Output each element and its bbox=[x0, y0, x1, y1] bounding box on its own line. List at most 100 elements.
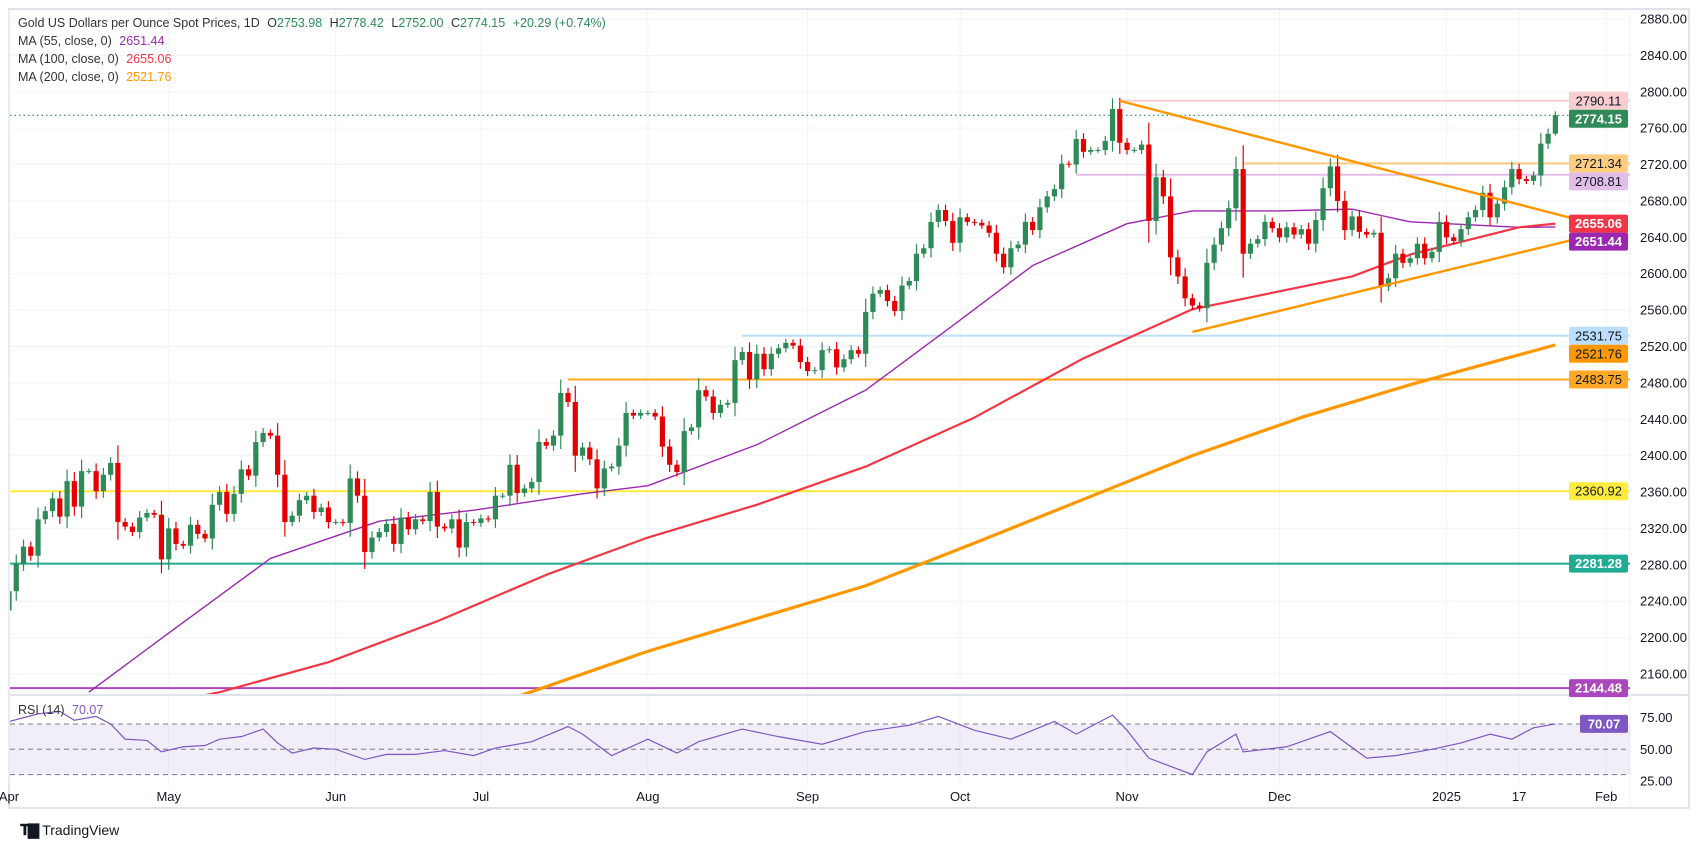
rsi-legend[interactable]: RSI (14) 70.07 bbox=[18, 703, 107, 717]
candle-body bbox=[732, 360, 738, 403]
candle bbox=[1262, 214, 1268, 247]
candle bbox=[587, 441, 593, 465]
candle-body bbox=[964, 217, 970, 222]
candle-body bbox=[1487, 192, 1493, 218]
price-badge-2651.44[interactable]: 2651.44 bbox=[1569, 232, 1628, 251]
candle-body bbox=[1066, 163, 1072, 165]
candle-body bbox=[1538, 143, 1544, 176]
candle bbox=[275, 423, 281, 488]
ma200-legend[interactable]: MA (200, close, 0) 2521.76 bbox=[18, 70, 175, 84]
price-badge-2721.34[interactable]: 2721.34 bbox=[1569, 154, 1628, 173]
tradingview-logo-text: TradingView bbox=[42, 822, 120, 838]
candle bbox=[819, 342, 825, 378]
candle bbox=[1509, 161, 1515, 195]
candle-body bbox=[354, 478, 361, 496]
candle bbox=[35, 507, 41, 568]
rsi-badge[interactable]: 70.07 bbox=[1580, 714, 1628, 733]
price-badge-bg bbox=[1569, 344, 1628, 363]
candle-body bbox=[1364, 231, 1370, 235]
candle-body bbox=[340, 522, 346, 524]
candle-body bbox=[1037, 207, 1043, 231]
candle-body bbox=[42, 511, 48, 520]
candle-body bbox=[942, 210, 949, 221]
candle-body bbox=[1175, 257, 1181, 277]
candle-body bbox=[1015, 244, 1021, 249]
price-badge-2521.76[interactable]: 2521.76 bbox=[1569, 344, 1628, 363]
candle-body bbox=[1342, 200, 1348, 231]
candle-body bbox=[376, 532, 382, 538]
price-badge-2774.15[interactable]: 2774.15 bbox=[1569, 109, 1628, 128]
candle-body bbox=[1545, 133, 1551, 144]
ma200-line bbox=[520, 343, 1556, 694]
candle-body bbox=[1008, 248, 1014, 268]
candle-body bbox=[834, 349, 840, 368]
high-value: 2778.42 bbox=[338, 16, 384, 30]
candle bbox=[289, 511, 295, 527]
candle-body bbox=[783, 342, 789, 349]
y-tick-label: 2640.00 bbox=[1640, 230, 1687, 245]
candle bbox=[71, 472, 77, 516]
candle-body bbox=[369, 537, 375, 553]
candle-body bbox=[79, 471, 85, 507]
candle bbox=[1494, 197, 1500, 224]
candle-body bbox=[608, 466, 615, 469]
price-badge-2655.06[interactable]: 2655.06 bbox=[1569, 214, 1628, 233]
ma55-legend[interactable]: MA (55, close, 0) 2651.44 bbox=[18, 34, 168, 48]
price-badge-2790.11[interactable]: 2790.11 bbox=[1569, 91, 1628, 110]
ma100-legend[interactable]: MA (100, close, 0) 2655.06 bbox=[18, 52, 175, 66]
candle bbox=[1422, 237, 1428, 265]
candle-body bbox=[1443, 221, 1450, 238]
candle bbox=[1175, 249, 1181, 284]
ma55-line bbox=[88, 208, 1556, 693]
candle bbox=[1189, 293, 1195, 311]
candle-body bbox=[1102, 140, 1108, 150]
tradingview-logo[interactable]: 𝐓▇ TradingView bbox=[20, 821, 119, 839]
candle bbox=[1160, 169, 1166, 204]
price-badge-2708.81[interactable]: 2708.81 bbox=[1569, 172, 1628, 191]
open-value: 2753.98 bbox=[277, 16, 323, 30]
candle bbox=[1393, 244, 1399, 288]
price-badge-2144.48[interactable]: 2144.48 bbox=[1569, 679, 1628, 698]
candle bbox=[529, 477, 535, 493]
candle bbox=[1030, 217, 1036, 235]
candle-body bbox=[64, 481, 70, 517]
candle bbox=[521, 484, 528, 497]
candle-body bbox=[1168, 196, 1174, 258]
rsi-value: 70.07 bbox=[72, 703, 104, 717]
price-badge-text: 2281.28 bbox=[1575, 556, 1622, 571]
candle-body bbox=[1160, 177, 1166, 197]
price-badge-bg bbox=[1569, 109, 1628, 128]
candle bbox=[1037, 198, 1043, 239]
price-badge-2281.28[interactable]: 2281.28 bbox=[1569, 554, 1628, 573]
candle bbox=[659, 406, 665, 457]
price-badge-2531.75[interactable]: 2531.75 bbox=[1569, 326, 1628, 345]
candle-body bbox=[1480, 192, 1486, 211]
ma55-value: 2651.44 bbox=[119, 34, 165, 48]
candle-body bbox=[579, 447, 586, 456]
candle bbox=[376, 527, 382, 542]
candle bbox=[28, 541, 34, 561]
symbol-legend: Gold US Dollars per Ounce Spot Prices, 1… bbox=[18, 16, 610, 30]
candle-body bbox=[863, 311, 869, 354]
candle-body bbox=[1255, 239, 1261, 244]
candle bbox=[86, 468, 92, 474]
candle bbox=[1400, 248, 1406, 268]
price-badge-2360.92[interactable]: 2360.92 bbox=[1569, 482, 1628, 501]
candle bbox=[10, 591, 12, 611]
candle bbox=[558, 379, 564, 450]
candle-body bbox=[717, 404, 724, 413]
price-badge-text: 2774.15 bbox=[1575, 111, 1622, 126]
candle bbox=[1371, 229, 1377, 238]
candle-body bbox=[1262, 221, 1268, 240]
candle-body bbox=[13, 563, 19, 592]
price-badge-2483.75[interactable]: 2483.75 bbox=[1569, 370, 1628, 389]
candle bbox=[42, 506, 48, 525]
candle bbox=[514, 454, 520, 503]
candle-body bbox=[812, 370, 818, 372]
candle-body bbox=[412, 519, 419, 530]
candle bbox=[1276, 223, 1283, 243]
candle-body bbox=[1516, 169, 1522, 180]
candle bbox=[964, 213, 970, 226]
candle bbox=[137, 511, 143, 539]
